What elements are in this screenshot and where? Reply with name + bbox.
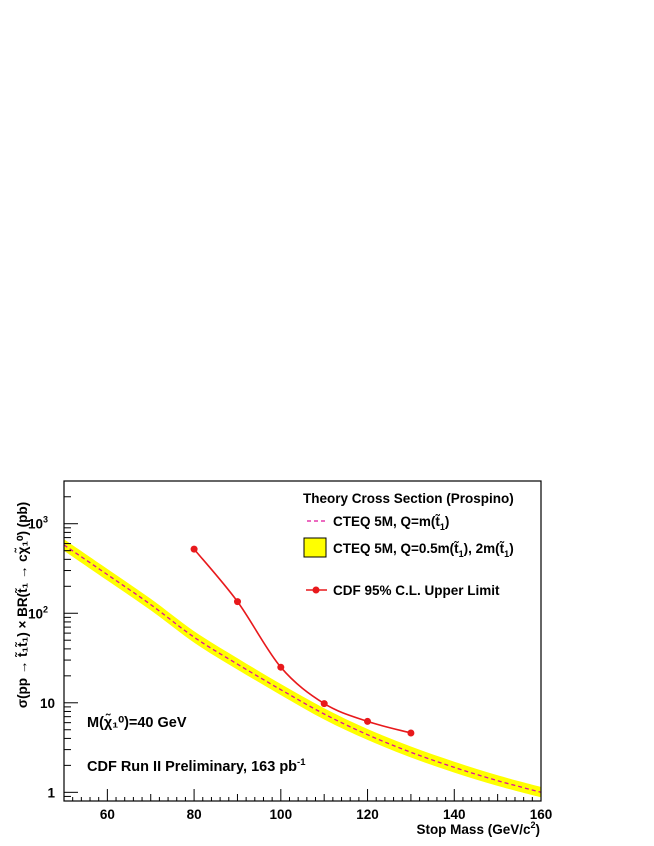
x-axis-label: Stop Mass (GeV/c2) bbox=[416, 820, 540, 837]
legend-title: Theory Cross Section (Prospino) bbox=[303, 491, 514, 506]
legend-limit-text: CDF 95% C.L. Upper Limit bbox=[333, 583, 500, 598]
upper-limit-point-130 bbox=[407, 729, 415, 737]
legend-band-swatch bbox=[303, 537, 327, 558]
upper-limit-point-110 bbox=[320, 700, 328, 708]
x-axis: 60 80 100 120 140 160 bbox=[63, 789, 553, 822]
y-tick-label-10: 10 bbox=[40, 696, 55, 711]
plot-frame bbox=[63, 480, 542, 802]
legend-limit-marker bbox=[312, 586, 320, 594]
x-tick-label-80: 80 bbox=[187, 807, 202, 822]
y-tick-label-1: 1 bbox=[47, 785, 55, 800]
y-tick-label-100: 102 bbox=[28, 604, 48, 621]
x-tick-label-100: 100 bbox=[270, 807, 293, 822]
x-tick-label-160: 160 bbox=[530, 807, 553, 822]
upper-limit-point-80 bbox=[190, 545, 198, 553]
x-tick-label-120: 120 bbox=[356, 807, 379, 822]
upper-limit-point-90 bbox=[234, 598, 241, 606]
upper-limit-point-100 bbox=[277, 663, 285, 671]
neutralino-mass-annotation: M(χ̃₁⁰)=40 GeV bbox=[87, 713, 187, 731]
x-tick-label-60: 60 bbox=[100, 807, 115, 822]
run-annotation: CDF Run II Preliminary, 163 pb-1 bbox=[87, 757, 306, 775]
upper-limit-point-120 bbox=[364, 717, 371, 725]
y-tick-label-1000: 103 bbox=[28, 515, 48, 532]
y-axis-label: σ(pp → t̃₁t̃₁) × BR(t̃₁ → cχ̃₁⁰) (pb) bbox=[15, 502, 30, 708]
central-prediction-line bbox=[63, 544, 542, 793]
theory-central-line bbox=[63, 544, 542, 793]
cdf-upper-limit-series bbox=[190, 545, 415, 737]
legend-band-text: CTEQ 5M, Q=0.5m(t̃1), 2m(t̃1) bbox=[333, 541, 514, 559]
x-tick-label-140: 140 bbox=[443, 807, 466, 822]
legend-central-text: CTEQ 5M, Q=m(t̃1) bbox=[333, 514, 449, 532]
y-axis: 1 10 102 103 bbox=[28, 480, 78, 802]
